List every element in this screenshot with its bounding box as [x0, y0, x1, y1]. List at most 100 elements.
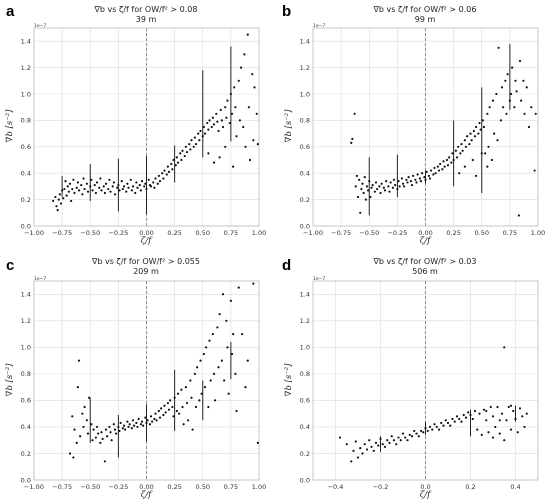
data-point	[399, 439, 402, 442]
data-point	[388, 190, 391, 193]
data-point	[61, 189, 64, 192]
data-point	[175, 156, 178, 159]
x-tick-label: −1.00	[303, 229, 323, 237]
data-point	[196, 366, 199, 369]
x-tick-label: 0.25	[167, 229, 181, 237]
y-tick-label: 0.2	[300, 450, 310, 458]
data-point	[521, 415, 524, 418]
data-point	[176, 161, 180, 164]
data-point	[518, 407, 522, 410]
y-axis-label: ∇b [s⁻²]	[284, 109, 294, 143]
data-point	[440, 421, 443, 425]
x-tick-label: −0.50	[80, 483, 100, 491]
data-point	[129, 178, 132, 181]
data-point	[412, 174, 415, 177]
data-point	[76, 386, 79, 389]
data-point	[190, 396, 193, 399]
plot-area: −0.4 −0.2 0.0 0.2 0.4 0.0 0.2 0.4 0.6 0.8 1.0 1.2 1.…	[300, 280, 539, 491]
data-point	[80, 183, 83, 187]
data-point	[65, 194, 68, 197]
data-point	[426, 429, 429, 433]
panel-b: b ∇b vs ζ/f for OW/f² > 0.06 99 m 1e−7 ζ…	[282, 3, 545, 246]
data-point	[166, 401, 169, 405]
data-point	[135, 181, 138, 184]
data-point	[66, 185, 69, 188]
data-point	[421, 172, 424, 175]
data-point	[81, 193, 84, 196]
x-tick-label: −0.50	[80, 229, 100, 237]
x-axis-label: ζ/f	[141, 490, 153, 500]
data-point	[162, 413, 165, 417]
data-point	[144, 416, 147, 419]
data-point	[505, 419, 508, 422]
x-tick-label: 0.50	[196, 229, 210, 237]
y-tick-label: 1.4	[21, 38, 31, 46]
data-point	[158, 416, 162, 419]
data-point	[454, 149, 457, 152]
data-point	[361, 452, 364, 455]
data-point	[513, 106, 516, 109]
y-tick-label: 0.2	[21, 196, 31, 204]
data-point	[223, 379, 226, 382]
data-point	[146, 419, 149, 422]
data-point	[491, 99, 495, 102]
data-point	[82, 177, 85, 180]
y-tick-label: 1.0	[300, 90, 310, 98]
data-point	[136, 425, 139, 429]
data-point	[234, 106, 237, 109]
data-point	[369, 195, 372, 199]
data-point	[193, 372, 196, 375]
y-exponent: 1e−7	[313, 276, 325, 282]
panel-letter: c	[6, 257, 14, 274]
data-point	[121, 427, 124, 430]
data-point	[211, 332, 214, 336]
data-point	[143, 185, 146, 188]
data-point	[122, 424, 126, 427]
data-point	[199, 359, 202, 362]
data-point	[362, 191, 365, 195]
data-point	[381, 443, 384, 446]
panel-c: c ∇b vs ζ/f for OW/f² > 0.055 209 m 1e−7…	[5, 257, 266, 500]
data-point	[476, 428, 479, 431]
data-point	[145, 187, 148, 191]
data-point	[163, 169, 166, 172]
data-point	[500, 412, 504, 415]
x-tick-label: −0.75	[331, 229, 351, 237]
data-point	[125, 190, 128, 193]
data-point	[424, 178, 427, 181]
data-point	[172, 415, 175, 418]
data-point	[253, 86, 256, 89]
data-point	[158, 180, 162, 183]
data-point	[241, 332, 244, 336]
data-point	[356, 195, 360, 199]
data-point	[86, 432, 90, 435]
data-point	[466, 135, 469, 138]
data-point	[495, 92, 498, 96]
data-point	[239, 66, 243, 69]
data-point	[192, 145, 195, 148]
data-point	[455, 156, 459, 159]
data-point	[355, 174, 358, 177]
data-point	[76, 181, 79, 184]
data-point	[363, 176, 366, 179]
y-tick-label: 0.0	[300, 222, 310, 230]
data-point	[523, 425, 526, 429]
data-point	[71, 187, 74, 191]
y-exponent: 1e−7	[34, 23, 46, 29]
data-point	[458, 172, 461, 175]
data-point	[94, 191, 97, 195]
data-point	[424, 427, 427, 430]
data-point	[218, 156, 221, 159]
data-point	[188, 143, 191, 146]
data-point	[185, 401, 189, 405]
data-point	[494, 425, 497, 429]
y-tick-label: 0.6	[300, 143, 310, 151]
data-point	[417, 435, 420, 438]
data-point	[144, 182, 147, 185]
data-point	[430, 169, 433, 172]
data-point	[525, 412, 528, 415]
data-point	[386, 439, 389, 442]
data-point	[404, 436, 407, 439]
x-tick-label: −1.00	[24, 229, 44, 237]
data-point	[459, 152, 462, 155]
